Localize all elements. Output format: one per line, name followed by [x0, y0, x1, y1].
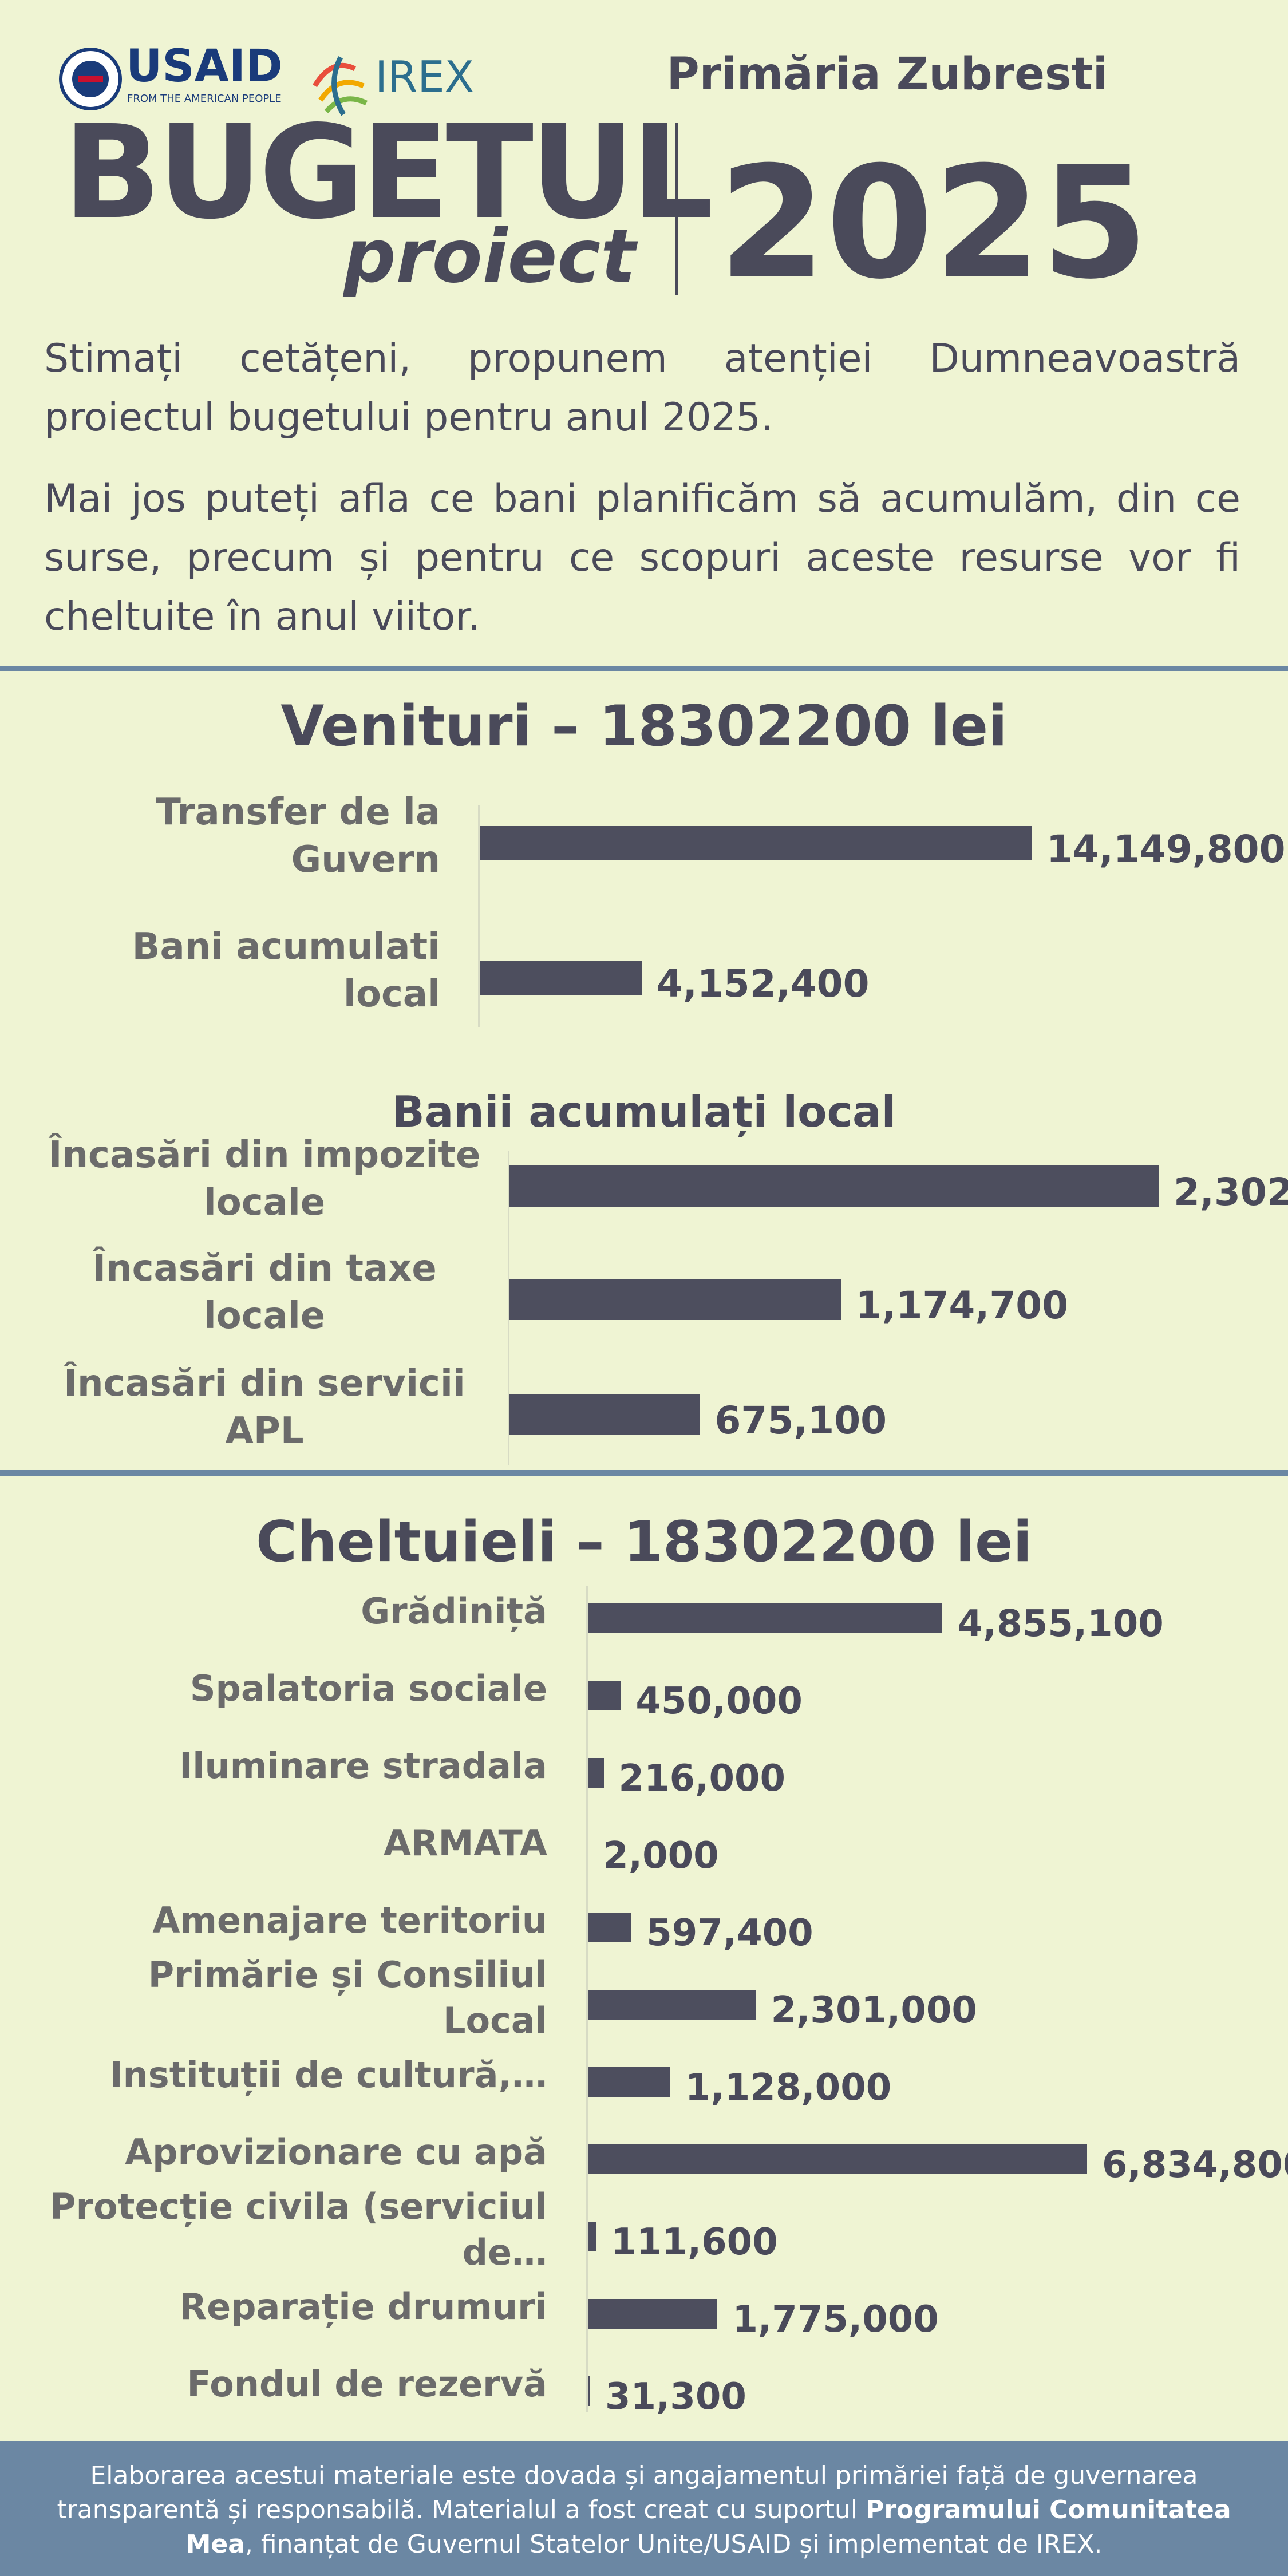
title: BUGETUL — [63, 98, 713, 248]
bar — [588, 1913, 632, 1942]
value-label: 111,600 — [611, 2221, 778, 2263]
value-label: 2,301,000 — [771, 1989, 977, 2032]
bar — [588, 2299, 718, 2329]
value-label: 14,149,800 — [1046, 827, 1286, 871]
category-label: Iluminare stradala — [179, 1744, 547, 1787]
category-label: Protecție civila (serviciul de… — [50, 2185, 547, 2274]
bar — [588, 1681, 621, 1710]
category-label: Încasări din servicii APL — [64, 1362, 465, 1453]
value-label: 1,128,000 — [685, 2067, 892, 2109]
value-label: 4,855,100 — [957, 1603, 1164, 1645]
bar — [480, 826, 1032, 860]
value-label: 31,300 — [605, 2376, 746, 2418]
chart-title: Venituri – 18302200 lei — [280, 694, 1008, 759]
bar — [588, 1990, 756, 2020]
irex-logo: IREX — [375, 52, 474, 102]
category-label: Spalatoria sociale — [189, 1667, 547, 1709]
municipality: Primăria Zubresti — [666, 49, 1108, 100]
value-label: 2,302,600 — [1174, 1170, 1288, 1214]
category-label: Reparație drumuri — [179, 2285, 547, 2328]
category-label: Transfer de la Guvern — [156, 791, 440, 882]
category-label: Bani acumulati local — [132, 926, 440, 1016]
footer: Elaborarea acestui materiale este dovada… — [0, 2441, 1288, 2576]
value-label: 450,000 — [635, 1680, 803, 1722]
intro-paragraph: Mai jos puteți afla ce bani planificăm s… — [44, 476, 1240, 639]
category-label: Grădiniță — [361, 1590, 547, 1632]
value-label: 6,834,800 — [1102, 2144, 1288, 2186]
subtitle: proiect — [343, 214, 636, 299]
category-label: Încasări din taxe locale — [92, 1247, 437, 1338]
footer-text: , finanțat de Guvernul Statelor Unite/US… — [244, 2530, 1103, 2559]
bar — [588, 2376, 590, 2406]
bar — [588, 2144, 1087, 2174]
bar — [588, 2067, 670, 2097]
logos: USAID FROM THE AMERICAN PEOPLE IREX — [59, 46, 474, 116]
bar — [480, 961, 642, 995]
separator — [0, 1470, 1288, 1476]
axis-line — [586, 1586, 588, 2412]
chart-title: Cheltuieli – 18302200 lei — [255, 1510, 1033, 1575]
category-label: Fondul de rezervă — [187, 2362, 547, 2405]
bar — [509, 1394, 700, 1435]
bar — [588, 1758, 604, 1788]
intro-paragraph: Stimați cetățeni, propunem atenției Dumn… — [44, 336, 1240, 440]
category-label: Amenajare teritoriu — [152, 1899, 547, 1941]
value-label: 1,775,000 — [732, 2298, 939, 2341]
category-label: Încasări din impozite locale — [48, 1134, 481, 1224]
value-label: 4,152,400 — [656, 961, 870, 1006]
usaid-logo: USAID — [126, 46, 283, 92]
year: 2025 — [718, 133, 1149, 313]
bar — [509, 1165, 1159, 1207]
divider — [675, 123, 678, 295]
footer-program: Programului Comunitatea Mea — [185, 2495, 1231, 2559]
value-label: 216,000 — [618, 1757, 786, 1800]
category-label: ARMATA — [383, 1822, 547, 1864]
bar — [509, 1279, 841, 1320]
axis-line — [508, 1151, 509, 1465]
value-label: 1,174,700 — [855, 1283, 1069, 1327]
chart-title: Banii acumulați local — [392, 1086, 896, 1137]
value-label: 675,100 — [714, 1398, 887, 1443]
category-label: Aprovizionare cu apă — [125, 2131, 547, 2173]
usaid-tagline: FROM THE AMERICAN PEOPLE — [127, 93, 282, 105]
irex-mark — [313, 56, 368, 116]
bar — [588, 1603, 943, 1633]
separator — [0, 666, 1288, 671]
value-label: 2,000 — [603, 1835, 719, 1877]
value-label: 597,400 — [646, 1912, 813, 1954]
footer-text: Elaborarea acestui materiale este dovada… — [57, 2461, 1198, 2524]
bar — [588, 2222, 596, 2251]
usaid-seal-band — [78, 76, 103, 82]
category-label: Primărie și Consiliul Local — [148, 1953, 547, 2042]
axis-line — [478, 805, 480, 1027]
category-label: Instituții de cultură,… — [109, 2053, 547, 2096]
